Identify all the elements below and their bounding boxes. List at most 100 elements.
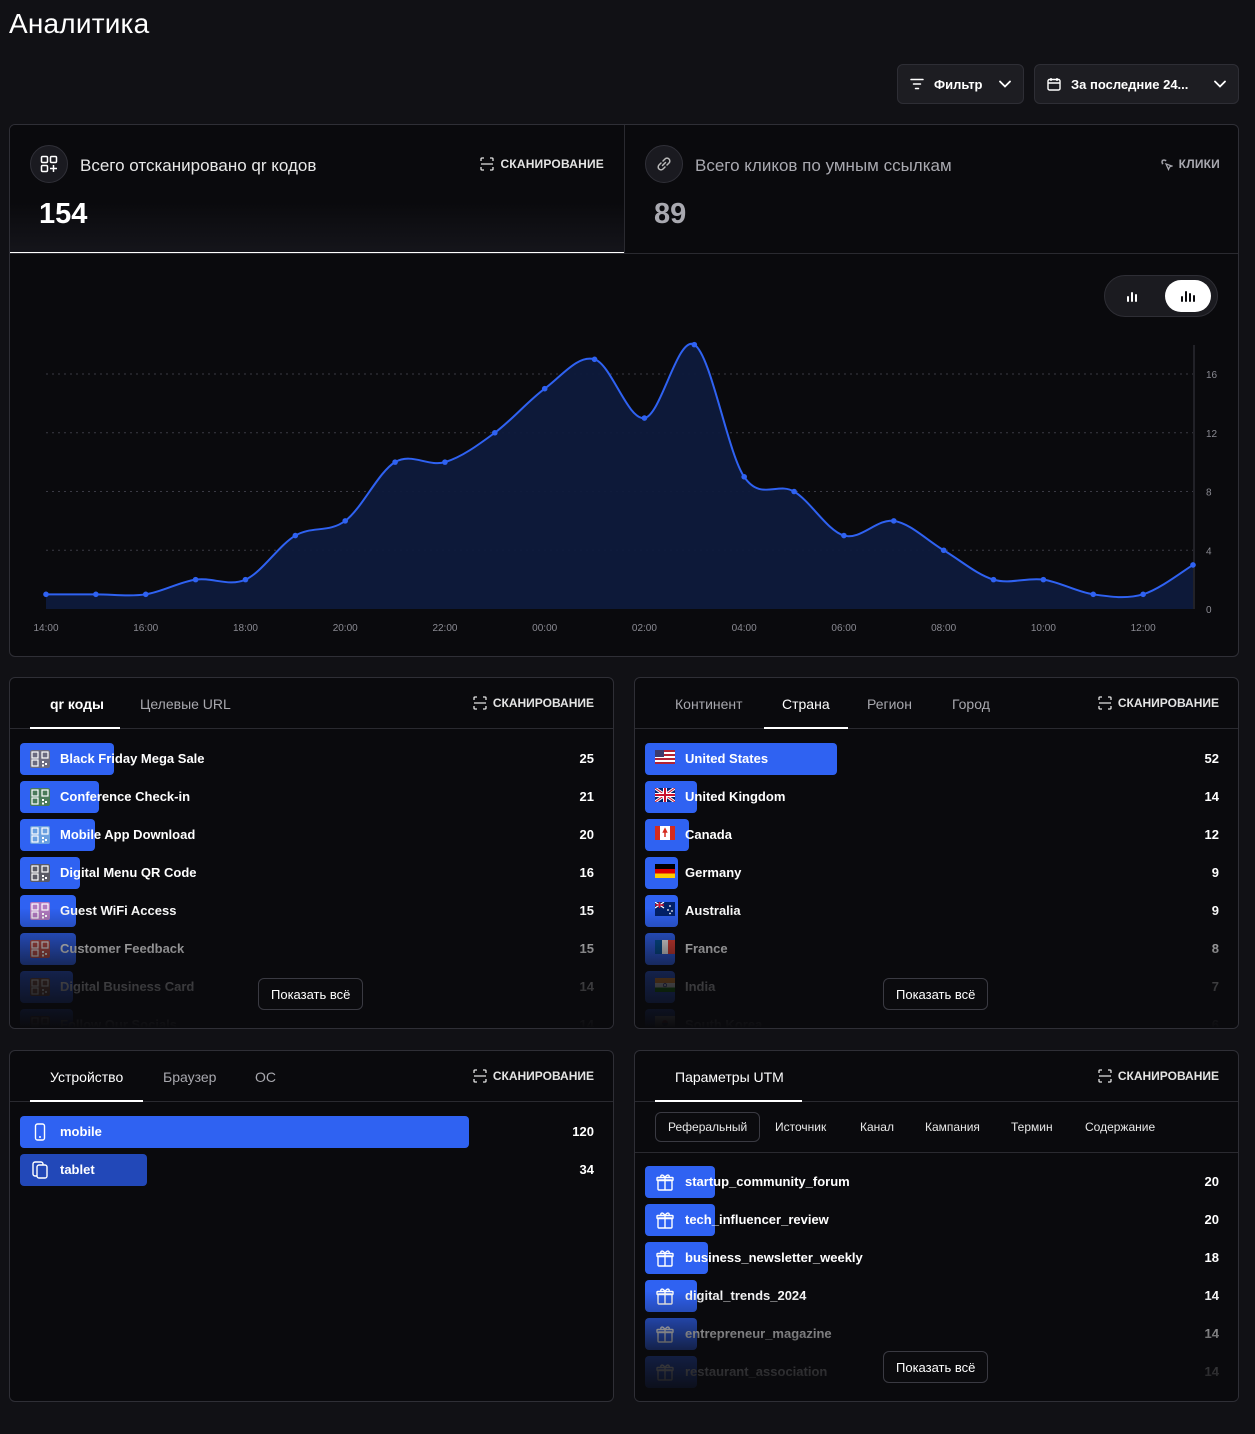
utm-row[interactable]: business_newsletter_weekly 18 [645, 1242, 1219, 1274]
row-value: 52 [1204, 751, 1219, 766]
qr-code-row[interactable]: Follow Our Socials 14 [20, 1009, 594, 1028]
data-point [392, 459, 398, 465]
row-label: restaurant_association [685, 1364, 828, 1379]
stat-separator [10, 253, 1238, 254]
chart-type-toggle[interactable] [1104, 275, 1218, 317]
row-label: Guest WiFi Access [60, 903, 177, 918]
subtab-term[interactable]: Термин [1011, 1120, 1053, 1134]
device-panel-tabs: Устройство Браузер ОС СКАНИРОВАНИЕ [10, 1051, 613, 1102]
bar-chart-option[interactable] [1109, 280, 1155, 312]
australia-flag-icon [655, 902, 675, 920]
tab-os[interactable]: ОС [255, 1069, 276, 1085]
utm-row[interactable]: tech_influencer_review 20 [645, 1204, 1219, 1236]
area-fill [46, 343, 1193, 609]
row-label: South Korea [685, 1017, 763, 1029]
show-all-button[interactable]: Показать всё [258, 978, 364, 1010]
country-row[interactable]: Canada 12 [645, 819, 1219, 851]
tab-city[interactable]: Город [952, 696, 990, 712]
x-tick-label: 04:00 [732, 623, 757, 634]
tab-utm-params[interactable]: Параметры UTM [675, 1069, 784, 1085]
country-row[interactable]: France 8 [645, 933, 1219, 965]
tab-device[interactable]: Устройство [50, 1069, 124, 1085]
data-point [192, 576, 199, 583]
gift-icon [655, 1211, 675, 1229]
row-value: 15 [579, 941, 594, 956]
qr-code-icon [30, 750, 50, 768]
stat-scans[interactable]: Всего отсканировано qr кодов 154 СКАНИРО… [10, 125, 624, 254]
filter-dropdown[interactable]: Фильтр [897, 64, 1024, 104]
country-row[interactable]: United Kingdom 14 [645, 781, 1219, 813]
y-tick-label: 8 [1206, 488, 1212, 499]
x-tick-label: 16:00 [133, 623, 158, 634]
show-all-button[interactable]: Показать всё [883, 1351, 989, 1383]
scan-tag-label: СКАНИРОВАНИЕ [1117, 1069, 1219, 1083]
device-row[interactable]: tablet 34 [20, 1154, 594, 1186]
stat-clicks[interactable]: Всего кликов по умным ссылкам 89 КЛИКИ [625, 125, 1238, 254]
geo-panel-tabs: Континент Страна Регион Город СКАНИРОВАН… [635, 678, 1238, 729]
us-flag-icon [655, 750, 675, 768]
row-value: 18 [1204, 1250, 1219, 1265]
subtab-medium[interactable]: Канал [860, 1120, 894, 1134]
subtab-content[interactable]: Содержание [1085, 1120, 1156, 1134]
scan-tag-label: СКАНИРОВАНИЕ [492, 696, 594, 710]
stat-scans-tag-label: СКАНИРОВАНИЕ [500, 157, 604, 171]
country-row[interactable]: South Korea 6 [645, 1009, 1219, 1029]
row-value: 20 [1204, 1212, 1219, 1227]
country-row[interactable]: United States 52 [645, 743, 1219, 775]
qr-code-row[interactable]: Digital Menu QR Code 16 [20, 857, 594, 889]
data-point [43, 591, 49, 598]
utm-row[interactable]: startup_community_forum 20 [645, 1166, 1219, 1198]
row-label: entrepreneur_magazine [685, 1326, 832, 1341]
tab-browser[interactable]: Браузер [163, 1069, 217, 1085]
row-label: tablet [60, 1162, 95, 1177]
subtab-source[interactable]: Источник [775, 1120, 827, 1134]
row-value: 20 [579, 827, 594, 842]
row-label: startup_community_forum [685, 1174, 850, 1189]
qr-code-row[interactable]: Customer Feedback 15 [20, 933, 594, 965]
qr-code-row[interactable]: Mobile App Download 20 [20, 819, 594, 851]
row-value: 8 [1211, 941, 1219, 956]
filter-icon [910, 78, 924, 90]
row-value: 120 [572, 1124, 594, 1139]
tab-qr-codes[interactable]: qr коды [50, 696, 104, 712]
chevron-down-icon [999, 80, 1011, 88]
country-row[interactable]: Germany 9 [645, 857, 1219, 889]
data-point [890, 518, 897, 524]
qr-code-row[interactable]: Conference Check-in 21 [20, 781, 594, 813]
stat-clicks-label: Всего кликов по умным ссылкам [695, 156, 952, 175]
qr-code-icon [30, 145, 68, 183]
row-label: Digital Business Card [60, 979, 195, 994]
utm-row[interactable]: entrepreneur_magazine 14 [645, 1318, 1219, 1350]
tab-continent[interactable]: Континент [675, 696, 743, 712]
tab-country[interactable]: Страна [782, 696, 830, 712]
active-tab-indicator [764, 727, 848, 729]
stat-divider [624, 125, 625, 254]
data-point [841, 532, 847, 539]
tab-target-urls[interactable]: Целевые URL [140, 696, 231, 712]
tablet-icon [30, 1161, 50, 1179]
country-row[interactable]: Australia 9 [645, 895, 1219, 927]
data-point [1090, 591, 1097, 598]
qr-code-row[interactable]: Black Friday Mega Sale 25 [20, 743, 594, 775]
row-label: Digital Menu QR Code [60, 865, 197, 880]
y-tick-label: 4 [1206, 546, 1212, 557]
subtab-campaign[interactable]: Кампания [925, 1120, 980, 1134]
show-all-button[interactable]: Показать всё [883, 978, 989, 1010]
row-value: 25 [579, 751, 594, 766]
data-point [442, 459, 448, 465]
data-point [292, 532, 299, 539]
data-point [641, 415, 648, 421]
tab-region[interactable]: Регион [867, 696, 912, 712]
date-range-dropdown[interactable]: За последние 24... [1034, 64, 1239, 104]
utm-row[interactable]: digital_trends_2024 14 [645, 1280, 1219, 1312]
subtab-referral[interactable]: Реферальный [655, 1112, 761, 1142]
data-point [1190, 562, 1196, 568]
y-tick-label: 12 [1206, 429, 1218, 440]
scan-icon [1098, 696, 1112, 710]
qr-code-row[interactable]: Guest WiFi Access 15 [20, 895, 594, 927]
utm-panel-scan-tag: СКАНИРОВАНИЕ [1098, 1069, 1219, 1083]
area-chart-option[interactable] [1165, 280, 1211, 312]
row-label: United States [685, 751, 769, 766]
device-row[interactable]: mobile 120 [20, 1116, 594, 1148]
utm-panel: Параметры UTM СКАНИРОВАНИЕ Реферальный И… [634, 1050, 1239, 1402]
